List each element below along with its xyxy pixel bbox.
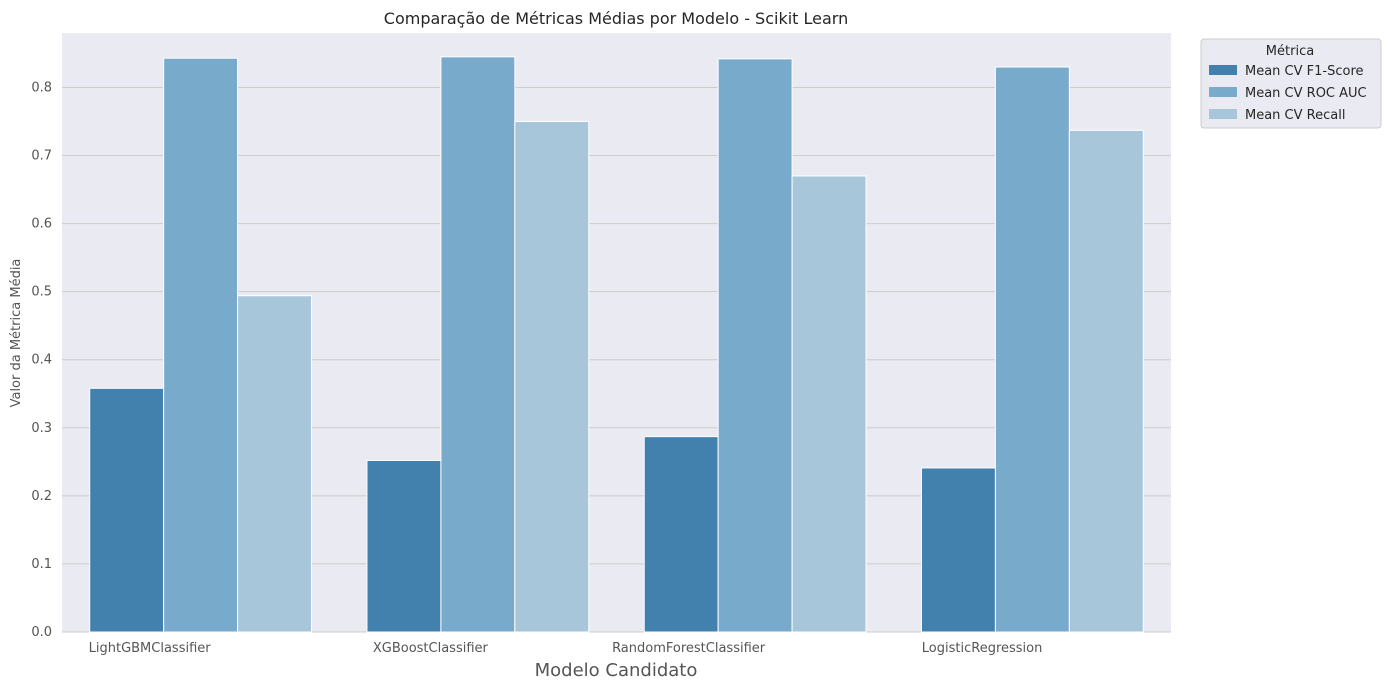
x-tick-label: LightGBMClassifier bbox=[89, 641, 212, 656]
bar bbox=[994, 66, 1070, 633]
bar bbox=[366, 459, 442, 633]
y-tick-label: 0.3 bbox=[31, 421, 52, 436]
legend-label: Mean CV Recall bbox=[1245, 108, 1345, 123]
bar bbox=[717, 58, 793, 633]
y-tick-label: 0.2 bbox=[31, 489, 52, 504]
legend-label: Mean CV F1-Score bbox=[1245, 64, 1364, 79]
bar bbox=[440, 56, 516, 633]
y-tick-label: 0.5 bbox=[31, 285, 52, 300]
bar bbox=[514, 120, 590, 633]
bar bbox=[920, 467, 996, 633]
x-tick-label: XGBoostClassifier bbox=[373, 641, 489, 656]
x-tick-label: LogisticRegression bbox=[922, 641, 1043, 656]
y-tick-labels: 0.0 0.1 0.2 0.3 0.4 0.5 0.6 0.7 0.8 bbox=[31, 80, 52, 640]
legend-swatch bbox=[1209, 109, 1237, 119]
x-tick-labels: LightGBMClassifier XGBoostClassifier Rando… bbox=[89, 641, 1043, 656]
y-tick-label: 0.6 bbox=[31, 217, 52, 232]
legend-label: Mean CV ROC AUC bbox=[1245, 86, 1367, 101]
y-tick-label: 0.4 bbox=[31, 353, 52, 368]
y-axis-label: Valor da Métrica Média bbox=[9, 259, 24, 408]
y-tick-label: 0.7 bbox=[31, 149, 52, 164]
legend-swatch bbox=[1209, 65, 1237, 75]
y-tick-label: 0.1 bbox=[31, 557, 52, 572]
bar bbox=[89, 387, 165, 633]
chart-title: Comparação de Métricas Médias por Modelo… bbox=[384, 9, 848, 28]
bar bbox=[1068, 129, 1144, 633]
y-tick-label: 0.8 bbox=[31, 80, 52, 95]
bar bbox=[643, 436, 719, 633]
bars bbox=[89, 56, 1144, 633]
x-tick-label: RandomForestClassifier bbox=[612, 641, 766, 656]
bar bbox=[237, 295, 313, 633]
legend-items: Mean CV F1-Score Mean CV ROC AUC Mean CV R… bbox=[1209, 64, 1367, 123]
legend-box bbox=[1200, 38, 1382, 129]
legend-swatch bbox=[1209, 87, 1237, 97]
bar bbox=[791, 175, 867, 633]
legend-title: Métrica bbox=[1266, 44, 1314, 59]
x-axis-label: Modelo Candidato bbox=[535, 660, 698, 681]
bar bbox=[163, 57, 239, 633]
y-tick-label: 0.0 bbox=[31, 625, 52, 640]
